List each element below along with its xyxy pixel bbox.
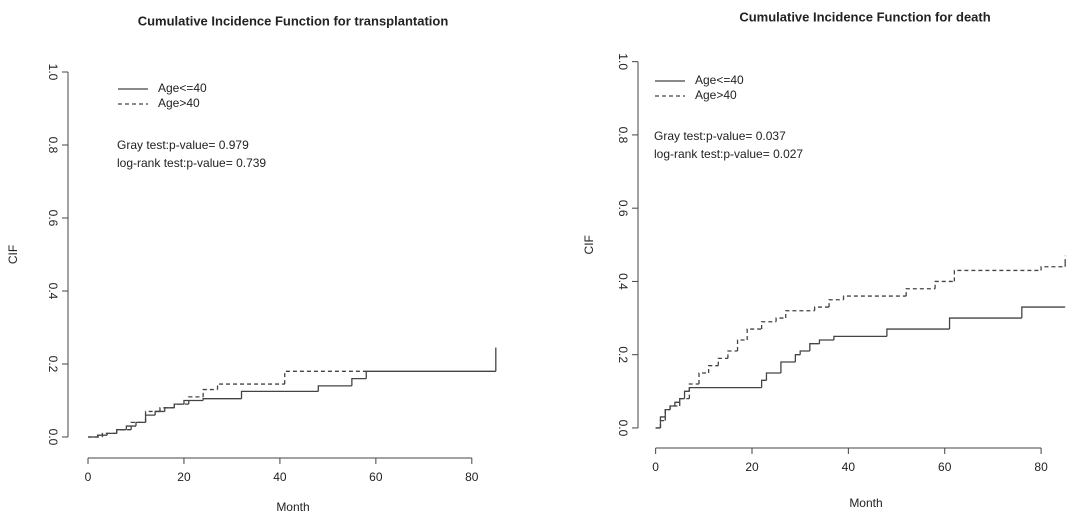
y-tick-label: 0.8 <box>616 127 630 144</box>
step-segment <box>669 405 680 410</box>
step-segment <box>101 432 117 437</box>
step-segment <box>202 398 242 401</box>
step-segment <box>130 421 146 430</box>
step-segment <box>828 299 844 308</box>
step-segment <box>736 339 748 352</box>
step-segment <box>794 354 801 363</box>
step-segment <box>240 390 319 399</box>
step-segment <box>948 317 1022 330</box>
step-segment <box>674 401 680 406</box>
legend-label: Age<=40 <box>158 81 207 95</box>
step-segment <box>809 343 820 352</box>
x-axis-label: Month <box>276 500 309 514</box>
step-segment <box>775 317 786 322</box>
step-segment <box>1040 266 1066 271</box>
y-tick-label: 0.4 <box>616 273 630 290</box>
x-tick-label: 0 <box>652 460 659 474</box>
step-segment <box>202 388 218 397</box>
step-segment <box>813 306 830 311</box>
step-segment <box>664 408 671 421</box>
y-axis-label: CIF <box>6 245 20 264</box>
step-segment <box>727 350 738 359</box>
x-tick-label: 60 <box>938 460 952 474</box>
x-tick-label: 40 <box>842 460 856 474</box>
step-segment <box>284 370 367 385</box>
chart-title: Cumulative Incidence Function for transp… <box>138 13 449 28</box>
y-tick-label: 0.6 <box>616 200 630 217</box>
x-tick-label: 20 <box>177 470 191 484</box>
step-segment <box>785 310 815 319</box>
step-segment <box>717 357 728 366</box>
step-segment <box>125 425 136 430</box>
x-tick-label: 0 <box>85 470 92 484</box>
step-segment <box>188 396 204 405</box>
y-tick-label: 0.2 <box>46 356 60 373</box>
step-segment <box>688 387 762 392</box>
step-segment <box>842 295 907 300</box>
step-segment <box>135 421 146 427</box>
step-segment <box>760 321 777 330</box>
step-segment <box>698 372 709 384</box>
annotation: log-rank test:p-value= 0.027 <box>654 147 803 161</box>
step-segment <box>760 379 767 388</box>
step-segment <box>659 419 666 428</box>
y-tick-label: 0.4 <box>46 283 60 300</box>
legend-label: Age<=40 <box>695 73 744 87</box>
step-segment <box>679 397 690 406</box>
legend-label: Age>40 <box>158 96 200 110</box>
step-segment <box>1021 306 1066 319</box>
y-tick-label: 1.0 <box>46 64 60 81</box>
y-tick-label: 0.8 <box>46 137 60 154</box>
step-segment <box>953 269 1042 282</box>
step-segment <box>683 390 690 399</box>
step-segment <box>183 399 204 405</box>
step-segment <box>765 372 781 381</box>
x-axis-label: Month <box>849 496 882 510</box>
step-segment <box>780 361 796 374</box>
step-segment <box>818 339 834 344</box>
step-segment <box>659 416 666 428</box>
annotation: log-rank test:p-value= 0.739 <box>117 156 266 170</box>
step-segment <box>351 377 367 386</box>
step-segment <box>664 408 671 417</box>
x-tick-label: 40 <box>273 470 287 484</box>
x-tick-label: 80 <box>465 470 479 484</box>
annotation: Gray test:p-value= 0.037 <box>654 129 786 143</box>
step-segment <box>116 429 132 434</box>
y-axis-label: CIF <box>582 235 596 254</box>
step-segment <box>688 383 699 399</box>
step-segment <box>934 280 955 289</box>
y-tick-label: 0.0 <box>46 429 60 446</box>
step-segment <box>317 385 352 392</box>
step-segment <box>159 407 175 412</box>
chart-title: Cumulative Incidence Function for death <box>739 9 990 24</box>
legend-label: Age>40 <box>695 88 737 102</box>
step-segment <box>216 383 285 390</box>
y-tick-label: 0.6 <box>46 210 60 227</box>
step-segment <box>144 410 160 423</box>
step-segment <box>365 370 496 379</box>
step-segment <box>886 328 950 337</box>
step-segment <box>707 365 719 374</box>
x-tick-label: 20 <box>745 460 759 474</box>
y-tick-label: 0.0 <box>616 420 630 437</box>
x-tick-label: 80 <box>1034 460 1048 474</box>
annotation: Gray test:p-value= 0.979 <box>117 138 249 152</box>
step-segment <box>833 335 887 341</box>
y-tick-label: 0.2 <box>616 346 630 363</box>
step-segment <box>746 328 762 341</box>
step-segment <box>799 350 810 355</box>
y-tick-label: 1.0 <box>616 53 630 70</box>
x-tick-label: 60 <box>369 470 383 484</box>
step-segment <box>173 403 189 408</box>
step-segment <box>154 410 165 416</box>
step-segment <box>144 414 156 423</box>
step-segment <box>905 288 936 297</box>
